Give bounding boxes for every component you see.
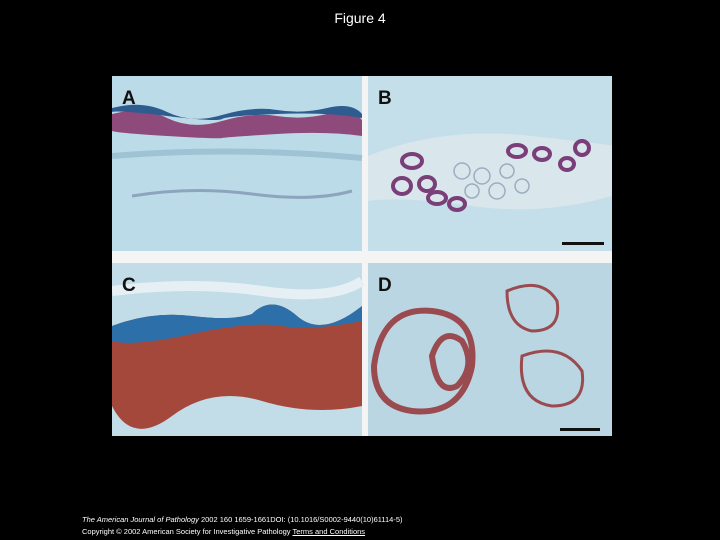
- panel-label: C: [122, 275, 136, 296]
- panel-d: D: [368, 263, 612, 436]
- panel-label: B: [378, 88, 392, 109]
- panel-b: B: [368, 76, 612, 251]
- panel-label: A: [122, 88, 136, 109]
- panel-a: A: [112, 76, 363, 251]
- panel-label: D: [378, 275, 392, 296]
- footer: The American Journal of Pathology 2002 1…: [82, 514, 403, 538]
- copyright-line: Copyright © 2002 American Society for In…: [82, 526, 403, 538]
- figure: A B C D: [112, 76, 612, 436]
- copyright: Copyright © 2002 American Society for In…: [82, 527, 291, 536]
- terms-link[interactable]: Terms and Conditions: [292, 527, 366, 536]
- citation: 2002 160 1659-1661DOI: (10.1016/S0002-94…: [200, 515, 403, 524]
- panel-c: C: [112, 263, 365, 436]
- journal: The American Journal of Pathology: [82, 515, 199, 524]
- slide-title: Figure 4: [334, 10, 386, 26]
- citation-line: The American Journal of Pathology 2002 1…: [82, 514, 403, 526]
